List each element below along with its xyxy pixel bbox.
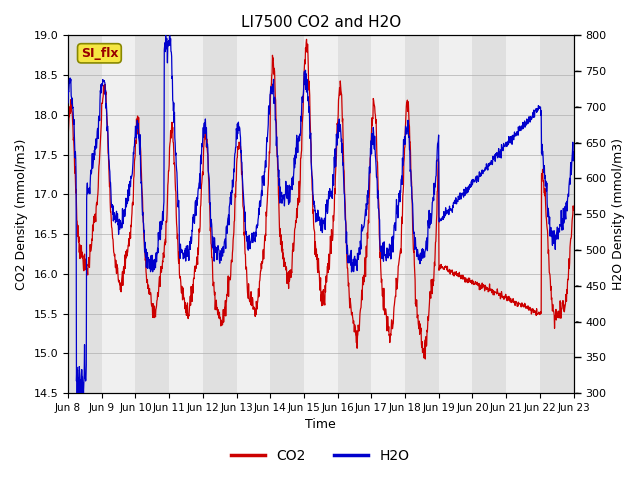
Title: LI7500 CO2 and H2O: LI7500 CO2 and H2O: [241, 15, 401, 30]
Bar: [304, 36, 338, 393]
Legend: CO2, H2O: CO2, H2O: [225, 443, 415, 468]
Bar: [338, 36, 371, 393]
Bar: [102, 36, 136, 393]
Bar: [472, 36, 506, 393]
Bar: [506, 36, 540, 393]
Bar: [270, 36, 304, 393]
Y-axis label: H2O Density (mmol/m3): H2O Density (mmol/m3): [612, 138, 625, 290]
Bar: [237, 36, 270, 393]
X-axis label: Time: Time: [305, 419, 336, 432]
Bar: [169, 36, 203, 393]
Bar: [540, 36, 573, 393]
Bar: [371, 36, 405, 393]
Bar: [68, 36, 102, 393]
Bar: [203, 36, 237, 393]
Y-axis label: CO2 Density (mmol/m3): CO2 Density (mmol/m3): [15, 139, 28, 290]
Bar: [438, 36, 472, 393]
Bar: [405, 36, 438, 393]
Text: SI_flx: SI_flx: [81, 47, 118, 60]
Bar: [136, 36, 169, 393]
